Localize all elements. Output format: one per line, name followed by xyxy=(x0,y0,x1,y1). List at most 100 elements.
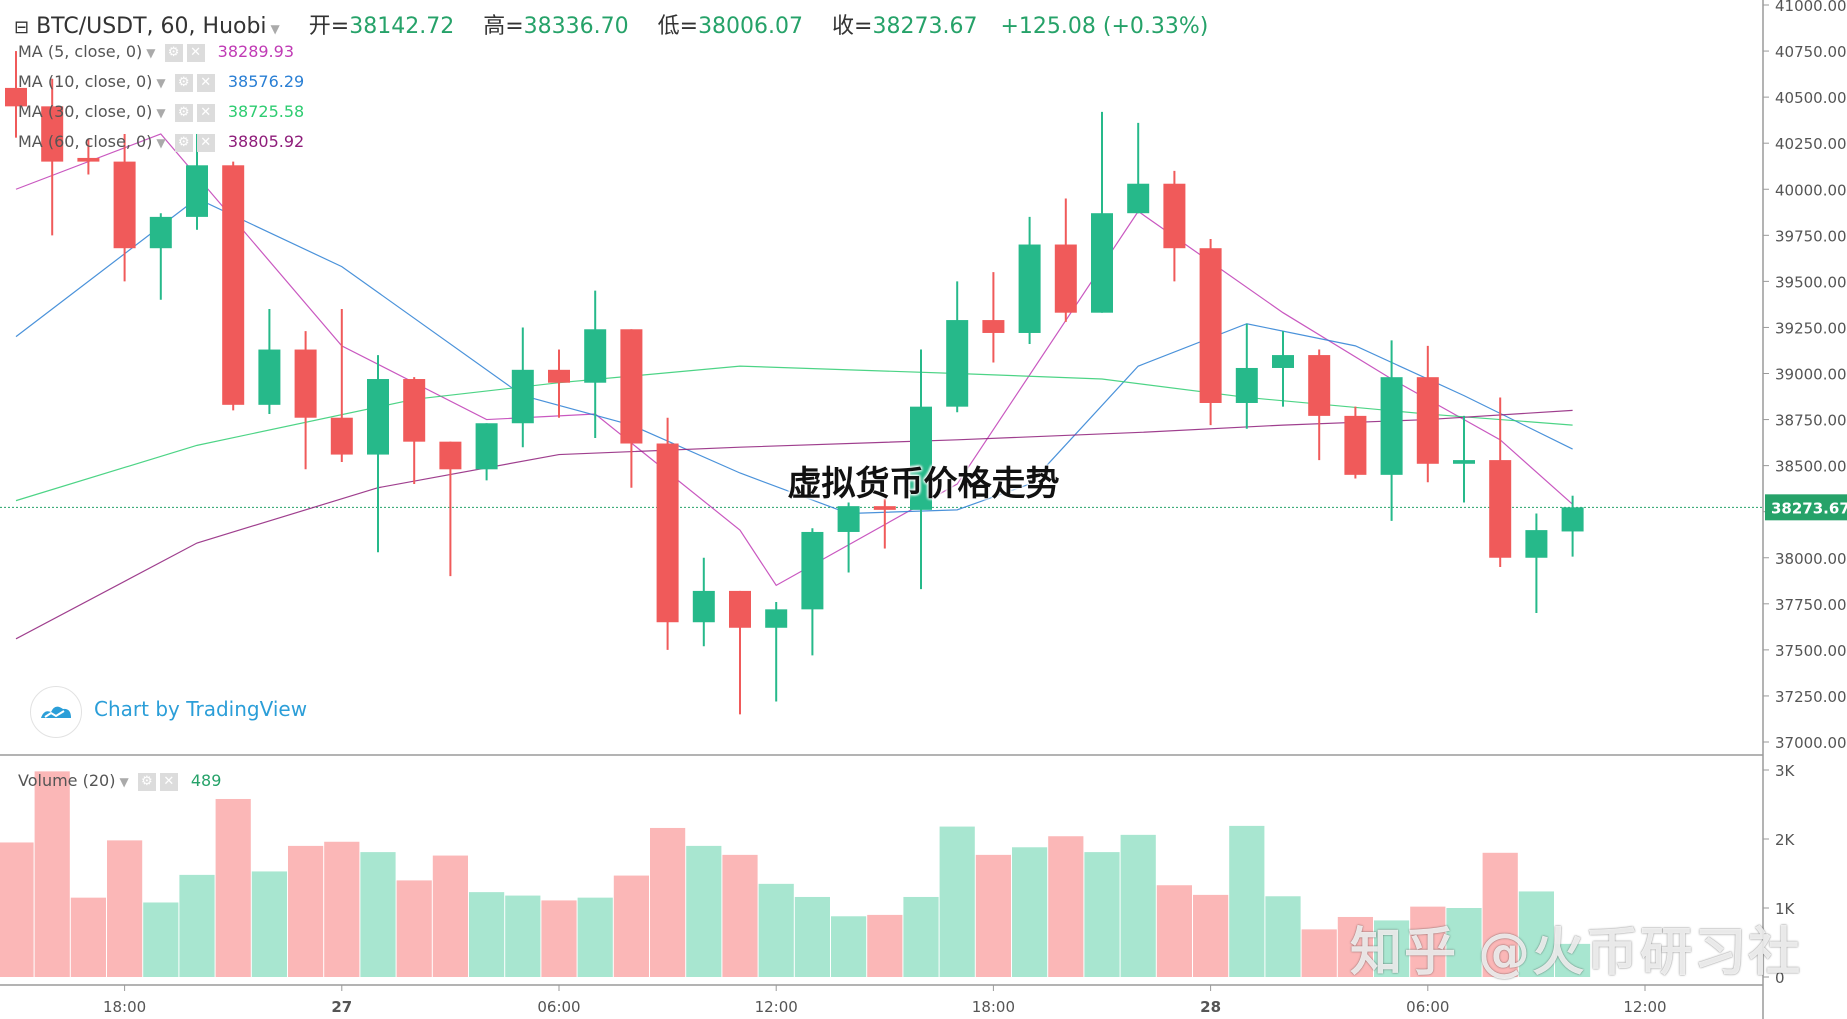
gear-icon[interactable]: ⚙ xyxy=(164,43,183,62)
volume-bar xyxy=(831,916,867,977)
candle-body xyxy=(113,161,136,249)
volume-bar xyxy=(396,880,432,977)
symbol-header: ⊟ BTC/USDT, 60, Huobi ▼ 开=38142.72 高=3833… xyxy=(14,8,1208,40)
indicator-label[interactable]: MA (10, close, 0) xyxy=(18,72,153,91)
candle-body xyxy=(77,157,100,162)
volume-value: 489 xyxy=(190,771,222,790)
volume-bar xyxy=(1301,929,1337,977)
price-tick-label: 38500.00 xyxy=(1775,458,1847,476)
close-icon[interactable]: ✕ xyxy=(196,133,215,152)
candlestick-series xyxy=(5,51,1584,715)
volume-tick-label: 1K xyxy=(1775,900,1796,918)
gear-icon[interactable]: ⚙ xyxy=(174,133,193,152)
volume-bar xyxy=(215,798,251,977)
candle-body xyxy=(656,443,679,623)
chevron-down-icon[interactable]: ▼ xyxy=(270,22,280,36)
price-tick-label: 40250.00 xyxy=(1775,135,1847,153)
time-tick-label: 12:00 xyxy=(1623,998,1666,1016)
volume-label[interactable]: Volume (20) xyxy=(18,771,116,790)
price-tick-label: 37750.00 xyxy=(1775,596,1847,614)
time-tick-label: 18:00 xyxy=(103,998,146,1016)
price-tick-label: 38750.00 xyxy=(1775,412,1847,430)
candle-body xyxy=(910,406,932,510)
price-tick-label: 40750.00 xyxy=(1775,43,1847,61)
candle-body xyxy=(1561,507,1584,532)
volume-bar xyxy=(650,827,686,977)
candle-body xyxy=(1453,460,1475,464)
candle-body xyxy=(475,423,498,470)
indicator-ma60: MA (60, close, 0) ▼ ⚙ ✕ 38805.92 xyxy=(18,132,304,152)
volume-bar xyxy=(0,842,34,977)
chevron-down-icon[interactable]: ▼ xyxy=(156,136,166,150)
time-tick-label: 28 xyxy=(1200,998,1221,1016)
candle-body xyxy=(1525,530,1548,558)
candle-body xyxy=(1308,355,1331,416)
chevron-down-icon[interactable]: ▼ xyxy=(146,46,156,60)
collapse-icon[interactable]: ⊟ xyxy=(14,17,30,38)
volume-bar xyxy=(143,902,179,977)
candle-body xyxy=(584,329,607,383)
low-value: 38006.07 xyxy=(698,14,804,39)
indicator-label[interactable]: MA (30, close, 0) xyxy=(18,102,153,121)
chevron-down-icon[interactable]: ▼ xyxy=(156,106,166,120)
tradingview-credit-link[interactable]: Chart by TradingView xyxy=(94,697,308,721)
candle-body xyxy=(330,417,353,455)
candle-body xyxy=(1489,460,1512,558)
indicator-label[interactable]: MA (5, close, 0) xyxy=(18,42,143,61)
candle-body xyxy=(367,379,389,455)
price-tick-label: 40500.00 xyxy=(1775,89,1847,107)
volume-bar xyxy=(686,845,722,977)
candle-body xyxy=(1199,248,1222,403)
open-value: 38142.72 xyxy=(349,14,455,39)
indicator-value: 38576.29 xyxy=(227,72,305,91)
candle-body xyxy=(149,216,172,249)
gear-icon[interactable]: ⚙ xyxy=(174,73,193,92)
gear-icon[interactable]: ⚙ xyxy=(174,103,193,122)
indicator-ma10: MA (10, close, 0) ▼ ⚙ ✕ 38576.29 xyxy=(18,72,304,92)
symbol-label[interactable]: BTC/USDT, 60, Huobi xyxy=(36,14,267,39)
candle-body xyxy=(5,87,27,107)
time-tick-label: 27 xyxy=(331,998,352,1016)
close-icon[interactable]: ✕ xyxy=(196,73,215,92)
indicator-label[interactable]: MA (60, close, 0) xyxy=(18,132,153,151)
axes: 37000.00 37250.00 37500.00 37750.00 38000.00… xyxy=(103,0,1847,1016)
price-tick-label: 37000.00 xyxy=(1775,734,1847,752)
candle-body xyxy=(1344,415,1367,475)
volume-bar xyxy=(469,892,505,977)
chevron-down-icon[interactable]: ▼ xyxy=(156,76,166,90)
candle-body xyxy=(1416,377,1439,464)
candle-body xyxy=(801,531,824,610)
volume-bar xyxy=(1446,908,1482,977)
price-tick-label: 39000.00 xyxy=(1775,366,1847,384)
price-tick-label: 39750.00 xyxy=(1775,227,1847,245)
chevron-down-icon[interactable]: ▼ xyxy=(119,775,129,789)
price-tick-label: 41000.00 xyxy=(1775,0,1847,15)
volume-bar xyxy=(1555,943,1591,977)
close-icon[interactable]: ✕ xyxy=(159,772,178,791)
indicator-value: 38289.93 xyxy=(217,42,294,61)
candle-body xyxy=(439,441,462,470)
volume-bar xyxy=(1012,847,1048,977)
volume-bar xyxy=(577,897,613,977)
close-icon[interactable]: ✕ xyxy=(196,103,215,122)
price-tick-label: 37500.00 xyxy=(1775,642,1847,660)
tradingview-logo-icon[interactable] xyxy=(30,686,82,738)
moving-average-lines xyxy=(15,133,1573,640)
price-tick-label: 38000.00 xyxy=(1775,550,1847,568)
volume-bar xyxy=(1193,894,1229,977)
volume-bar xyxy=(758,883,794,977)
last-price-label: 38273.67 xyxy=(1771,499,1847,517)
high-value: 38336.70 xyxy=(523,14,629,39)
candle-body xyxy=(620,329,643,444)
volume-bar xyxy=(1084,852,1120,977)
candle-body xyxy=(1091,213,1113,313)
candle-body xyxy=(1272,355,1294,368)
volume-bar xyxy=(867,914,903,977)
candle-body xyxy=(729,590,751,628)
volume-bar xyxy=(1482,852,1518,977)
volume-bar xyxy=(505,895,541,977)
time-tick-label: 06:00 xyxy=(537,998,580,1016)
ma-line xyxy=(15,197,1573,515)
gear-icon[interactable]: ⚙ xyxy=(137,772,156,791)
close-icon[interactable]: ✕ xyxy=(186,43,205,62)
